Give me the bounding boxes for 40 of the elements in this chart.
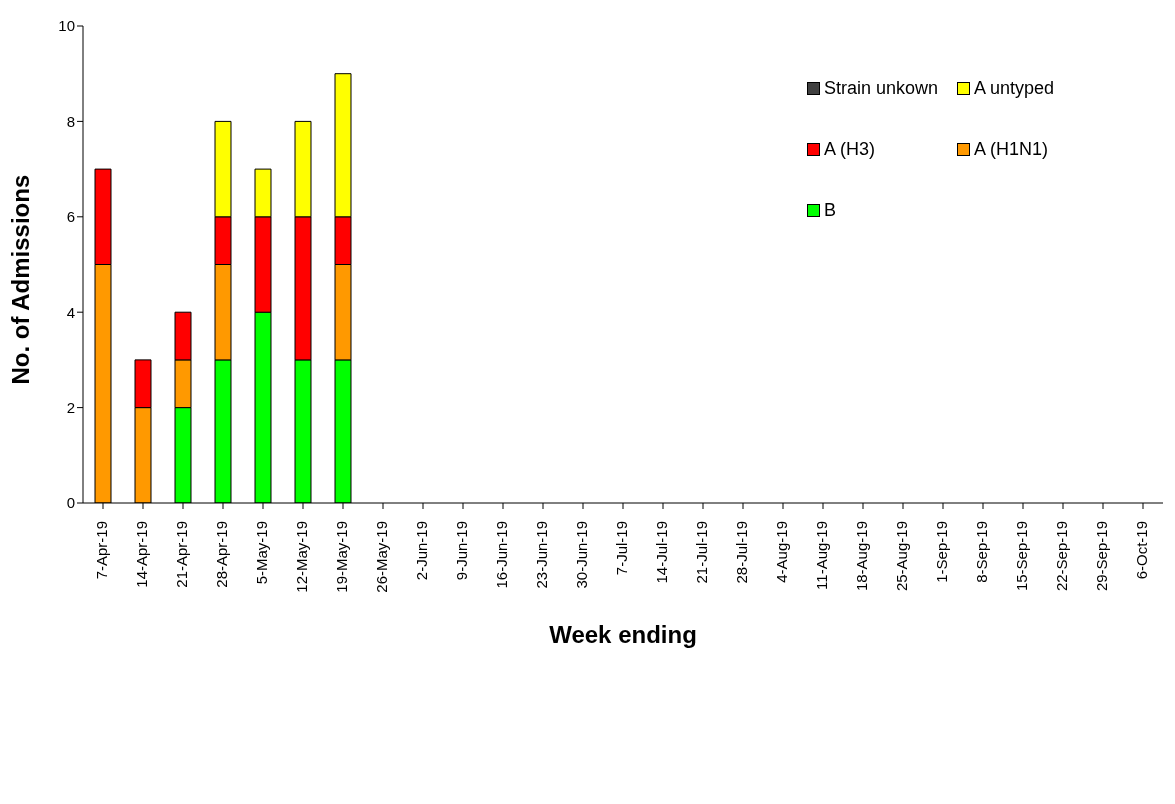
x-tick-label: 19-May-19 <box>332 521 350 593</box>
y-tick-label: 6 <box>66 208 75 226</box>
legend-label: A (H1N1) <box>974 139 1049 160</box>
x-tick-label: 25-Aug-19 <box>892 521 910 592</box>
y-tick-label: 10 <box>58 17 75 35</box>
x-tick-label: 14-Jul-19 <box>652 521 670 584</box>
x-tick-label: 8-Sep-19 <box>972 521 990 583</box>
x-tick-label: 9-Jun-19 <box>452 521 470 581</box>
x-tick-label: 6-Oct-19 <box>1132 521 1150 580</box>
x-tick-label: 21-Apr-19 <box>172 521 190 588</box>
x-tick-label: 14-Apr-19 <box>132 521 150 588</box>
y-tick-label: 8 <box>66 112 75 130</box>
x-tick-label: 2-Jun-19 <box>412 521 430 581</box>
x-tick-label: 28-Apr-19 <box>212 521 230 588</box>
x-tick-label: 16-Jun-19 <box>492 521 510 589</box>
legend-label: Strain unkown <box>824 78 939 99</box>
x-tick-label: 7-Jul-19 <box>612 521 630 576</box>
y-axis-title: No. of Admissions <box>6 174 34 385</box>
x-tick-label: 12-May-19 <box>292 521 310 593</box>
x-axis-title: Week ending <box>549 621 697 648</box>
x-tick-label: 26-May-19 <box>372 521 390 593</box>
x-tick-label: 5-May-19 <box>252 521 270 585</box>
x-tick-label: 30-Jun-19 <box>572 521 590 589</box>
legend-label: A untyped <box>974 78 1055 99</box>
x-tick-label: 29-Sep-19 <box>1092 521 1110 592</box>
y-tick-label: 2 <box>66 398 75 416</box>
x-tick-label: 7-Apr-19 <box>92 521 110 580</box>
x-tick-label: 15-Sep-19 <box>1012 521 1030 592</box>
y-tick-label: 0 <box>66 494 75 512</box>
x-tick-label: 4-Aug-19 <box>772 521 790 583</box>
x-tick-label: 28-Jul-19 <box>732 521 750 584</box>
x-tick-label: 1-Sep-19 <box>932 521 950 583</box>
x-tick-label: 21-Jul-19 <box>692 521 710 584</box>
x-tick-label: 11-Aug-19 <box>812 521 830 590</box>
y-tick-label: 4 <box>66 303 75 321</box>
legend-label: A (H3) <box>824 139 876 160</box>
legend-label: B <box>824 200 837 221</box>
x-tick-label: 22-Sep-19 <box>1052 521 1070 592</box>
x-tick-label: 23-Jun-19 <box>532 521 550 589</box>
x-tick-label: 18-Aug-19 <box>852 521 870 592</box>
